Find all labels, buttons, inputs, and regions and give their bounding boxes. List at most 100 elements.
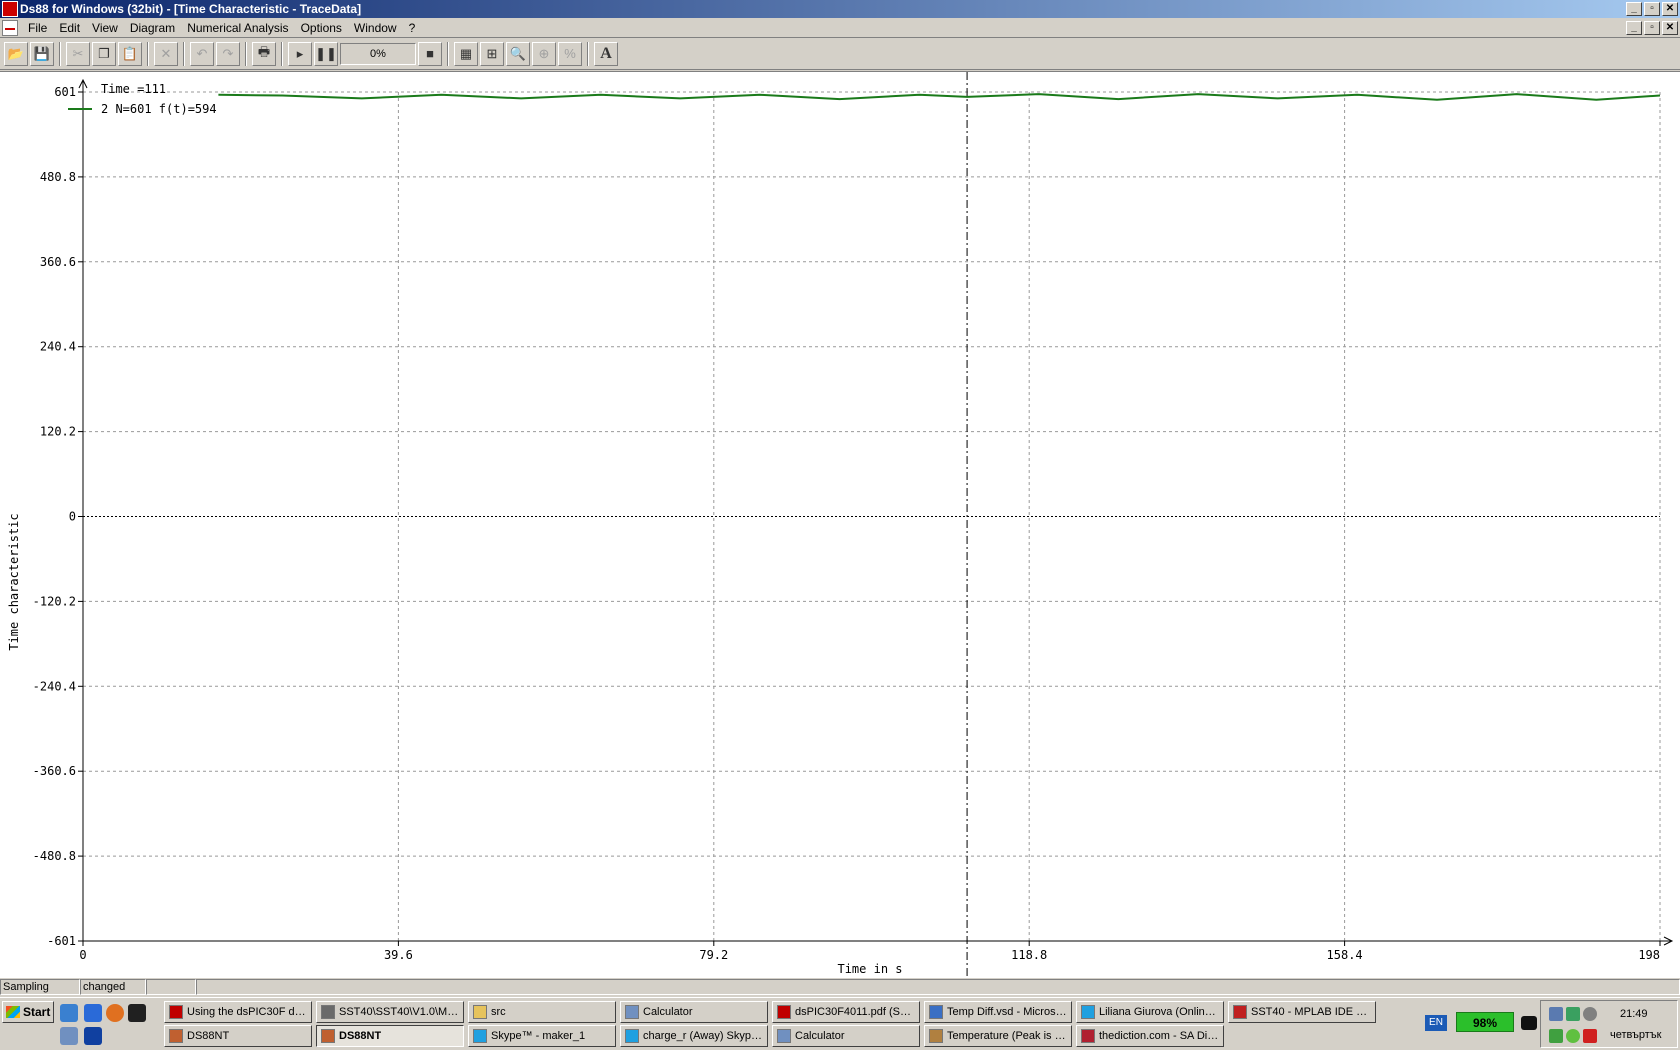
taskbar-app-icon	[777, 1029, 791, 1043]
menu-edit[interactable]: Edit	[59, 20, 81, 35]
y-tick-label: 120.2	[40, 425, 76, 439]
taskbar-button-label: dsPIC30F4011.pdf (SE...	[795, 1006, 915, 1018]
taskbar-button[interactable]: Calculator	[772, 1025, 920, 1047]
menu-window[interactable]: Window	[353, 20, 397, 35]
power-plug-icon[interactable]	[1521, 1016, 1537, 1030]
menu-help[interactable]: ?	[408, 20, 416, 35]
taskbar-button[interactable]: Using the dsPIC30F ds...	[164, 1001, 312, 1023]
zoom-icon[interactable]: 🔍	[506, 41, 530, 66]
taskbar-button-label: SST40\SST40\V1.0\Mas...	[339, 1006, 459, 1018]
legend-time: Time =111	[101, 82, 166, 96]
taskbar-button[interactable]: Temperature (Peak is S...	[924, 1025, 1072, 1047]
toolbar: 📂 💾 ✂ ❐ 📋 ✕ ↶ ↷ 🖶 ▸ ❚❚ 0% ■ ▦ ⊞ 🔍 ⊕ % A	[0, 38, 1680, 70]
undo-icon[interactable]: ↶	[190, 41, 214, 66]
taskbar-button-label: DS88NT	[187, 1030, 230, 1042]
status-changed: changed	[80, 979, 146, 995]
print-icon[interactable]: 🖶	[252, 41, 276, 66]
toolbar-separator	[245, 41, 247, 66]
grid-icon[interactable]: ▦	[454, 41, 478, 66]
taskbar-app-icon	[321, 1005, 335, 1019]
taskbar-button[interactable]: DS88NT	[164, 1025, 312, 1047]
network-icon[interactable]	[1549, 1007, 1563, 1021]
taskbar-app-icon	[321, 1029, 335, 1043]
axis-icon[interactable]: ⊞	[480, 41, 504, 66]
taskbar-button[interactable]: Temp Diff.vsd - Microso...	[924, 1001, 1072, 1023]
terminal-icon[interactable]	[128, 1004, 146, 1022]
copy-icon[interactable]: ❐	[92, 41, 116, 66]
taskbar-app-icon	[625, 1005, 639, 1019]
time-characteristic-chart[interactable]: 601 480.8 360.6 240.4 120.2 0 -120.2 -240.4 -360…	[0, 72, 1680, 979]
menu-view[interactable]: View	[92, 20, 118, 35]
clock[interactable]: 21:49	[1620, 1008, 1648, 1020]
antivirus-icon[interactable]	[1583, 1029, 1597, 1043]
progress-field: 0%	[340, 42, 416, 65]
tick-layer: 601 480.8 360.6 240.4 120.2 0 -120.2 -240.4 -360…	[33, 85, 1661, 962]
firefox-icon[interactable]	[106, 1004, 124, 1022]
x-tick-label: 118.8	[1011, 948, 1047, 962]
uk-flag-icon[interactable]	[84, 1027, 102, 1045]
minimize-button[interactable]: _	[1626, 2, 1642, 16]
delete-icon[interactable]: ✕	[154, 41, 178, 66]
app-icon[interactable]	[2, 1, 18, 17]
menu-file[interactable]: File	[28, 20, 48, 35]
ie-icon[interactable]	[84, 1004, 102, 1022]
zoom-in-icon[interactable]: ⊕	[532, 41, 556, 66]
legend-layer: Time =111 2 N=601 f(t)=594	[68, 82, 217, 116]
y-tick-label: -240.4	[33, 679, 76, 693]
menu-options[interactable]: Options	[300, 20, 342, 35]
close-button[interactable]: ✕	[1662, 2, 1678, 16]
taskbar-button-label: Calculator	[795, 1030, 845, 1042]
taskbar-button[interactable]: SST40 - MPLAB IDE v8....	[1228, 1001, 1376, 1023]
y-tick-label: -120.2	[33, 594, 76, 608]
chart-panel[interactable]: 601 480.8 360.6 240.4 120.2 0 -120.2 -240.4 -360…	[0, 71, 1680, 979]
window-controls: _ ▫ ✕	[1626, 2, 1678, 16]
taskbar-button-label: Liliana Giurova (Online) ...	[1099, 1006, 1219, 1018]
settings-tray-icon[interactable]	[1583, 1007, 1597, 1021]
y-tick-label: 0	[69, 510, 76, 524]
taskbar-button-label: DS88NT	[339, 1030, 382, 1042]
taskbar-button[interactable]: dsPIC30F4011.pdf (SE...	[772, 1001, 920, 1023]
doc-minimize-button[interactable]: _	[1626, 20, 1642, 35]
paste-icon[interactable]: 📋	[118, 41, 142, 66]
battery-indicator[interactable]: 98%	[1456, 1012, 1514, 1032]
security-icon[interactable]	[1549, 1029, 1563, 1043]
x-axis-arrow	[1663, 936, 1674, 946]
y-axis-arrow	[78, 78, 88, 89]
play-icon[interactable]: ▸	[288, 41, 312, 66]
stop-icon[interactable]: ■	[418, 41, 442, 66]
sync-icon[interactable]	[1566, 1007, 1580, 1021]
taskbar-button[interactable]: SST40\SST40\V1.0\Mas...	[316, 1001, 464, 1023]
calculator-quick-icon[interactable]	[60, 1027, 78, 1045]
doc-close-button[interactable]: ✕	[1662, 20, 1678, 35]
status-bar: Sampling changed	[0, 979, 1680, 996]
cut-icon[interactable]: ✂	[66, 41, 90, 66]
zoom-100-icon[interactable]: %	[558, 41, 582, 66]
start-button[interactable]: Start	[2, 1001, 54, 1023]
show-desktop-icon[interactable]	[60, 1004, 78, 1022]
open-icon[interactable]: 📂	[4, 41, 28, 66]
pause-icon[interactable]: ❚❚	[314, 41, 338, 66]
doc-restore-button[interactable]: ▫	[1644, 20, 1660, 35]
font-icon[interactable]: A	[594, 41, 618, 66]
taskbar-button[interactable]: thediction.com - SA Dict...	[1076, 1025, 1224, 1047]
taskbar-button[interactable]: charge_r (Away) Skype...	[620, 1025, 768, 1047]
y-tick-label: 360.6	[40, 255, 76, 269]
skype-tray-icon[interactable]	[1566, 1029, 1580, 1043]
menu-numerical-analysis[interactable]: Numerical Analysis	[187, 20, 289, 35]
redo-icon[interactable]: ↷	[216, 41, 240, 66]
taskbar-button[interactable]: Skype™ - maker_1	[468, 1025, 616, 1047]
taskbar-button[interactable]: Liliana Giurova (Online) ...	[1076, 1001, 1224, 1023]
document-icon[interactable]	[2, 19, 18, 36]
taskbar-button[interactable]: Calculator	[620, 1001, 768, 1023]
language-indicator[interactable]: EN	[1425, 1015, 1447, 1031]
toolbar-separator	[183, 41, 185, 66]
taskbar-button-label: Temperature (Peak is S...	[947, 1030, 1067, 1042]
taskbar-button[interactable]: src	[468, 1001, 616, 1023]
x-tick-label: 39.6	[384, 948, 413, 962]
save-icon[interactable]: 💾	[30, 41, 54, 66]
taskbar-button[interactable]: DS88NT	[316, 1025, 464, 1047]
taskbar-button-label: Using the dsPIC30F ds...	[187, 1006, 307, 1018]
y-axis-label: Time characteristic	[7, 513, 21, 650]
menu-diagram[interactable]: Diagram	[129, 20, 176, 35]
restore-button[interactable]: ▫	[1644, 2, 1660, 16]
